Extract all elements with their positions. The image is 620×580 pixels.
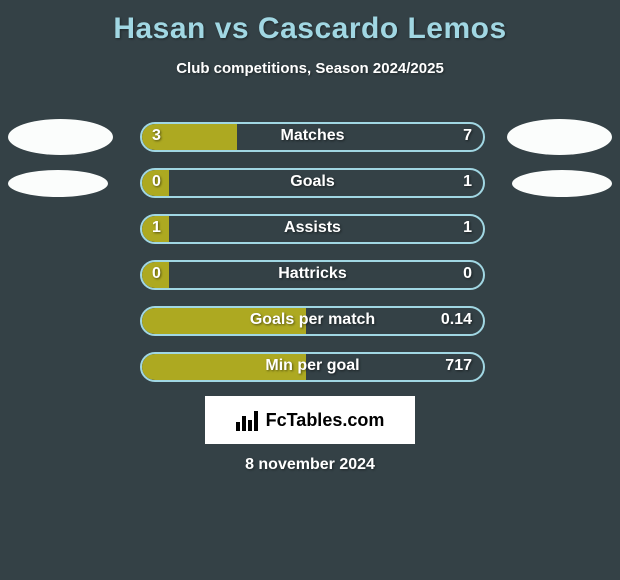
stat-row: 11Assists <box>0 206 620 252</box>
stat-row: 37Matches <box>0 114 620 160</box>
branding-logo-icon <box>236 409 260 431</box>
stat-label: Goals <box>140 173 485 191</box>
stat-row: 0.14Goals per match <box>0 298 620 344</box>
stats-rows: 37Matches01Goals11Assists00Hattricks0.14… <box>0 114 620 390</box>
branding-text: FcTables.com <box>266 410 385 431</box>
player-right-avatar <box>507 119 612 155</box>
stat-row: 01Goals <box>0 160 620 206</box>
player-left-avatar <box>8 119 113 155</box>
stat-label: Goals per match <box>140 311 485 329</box>
player-right-avatar <box>512 170 612 197</box>
stat-label: Min per goal <box>140 357 485 375</box>
date-label: 8 november 2024 <box>0 456 620 474</box>
page-subtitle: Club competitions, Season 2024/2025 <box>0 60 620 77</box>
stat-label: Matches <box>140 127 485 145</box>
stat-row: 00Hattricks <box>0 252 620 298</box>
stat-row: 717Min per goal <box>0 344 620 390</box>
page-title: Hasan vs Cascardo Lemos <box>0 0 620 46</box>
comparison-infographic: Hasan vs Cascardo Lemos Club competition… <box>0 0 620 580</box>
branding-box: FcTables.com <box>205 396 415 444</box>
stat-label: Assists <box>140 219 485 237</box>
stat-label: Hattricks <box>140 265 485 283</box>
player-left-avatar <box>8 170 108 197</box>
